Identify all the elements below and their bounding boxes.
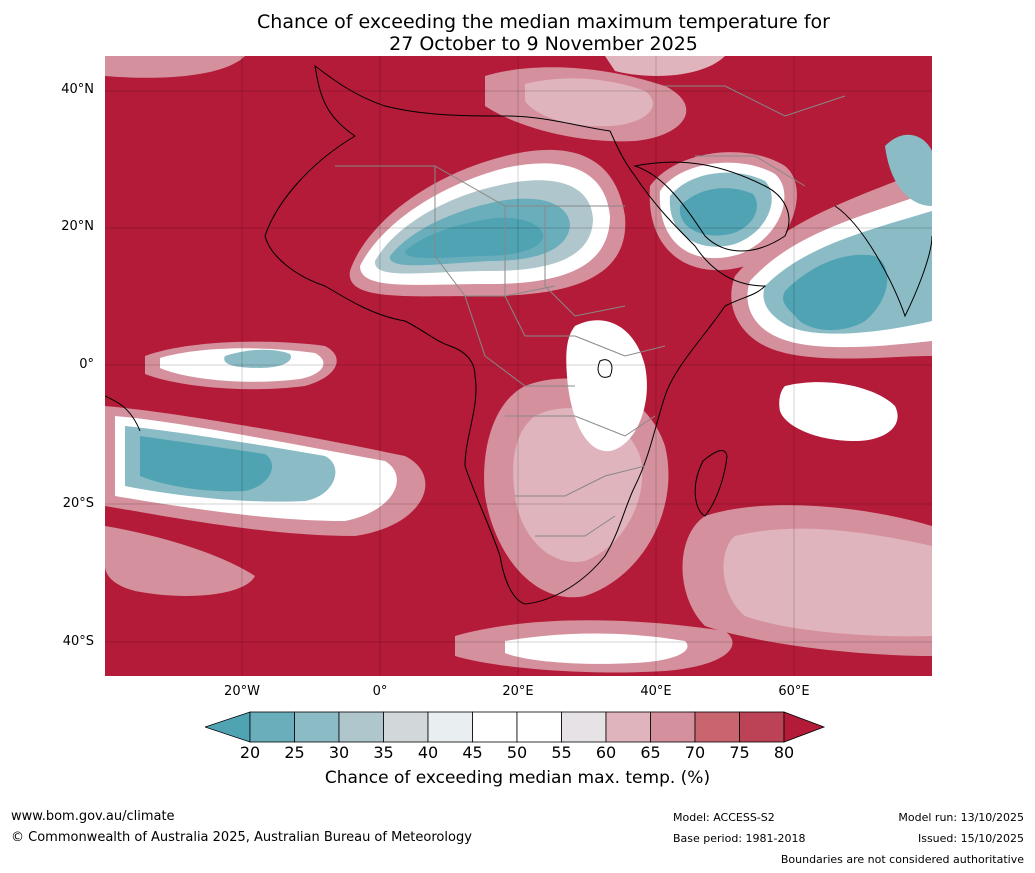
website-link[interactable]: www.bom.gov.au/climate bbox=[11, 809, 175, 824]
issued-date: Issued: 15/10/2025 bbox=[917, 832, 1024, 845]
map-title-line1: Chance of exceeding the median maximum t… bbox=[257, 11, 830, 33]
lon-label-60e: 60°E bbox=[778, 684, 810, 699]
colorbar-arrow-low bbox=[205, 711, 251, 743]
colorbar-tick-label: 40 bbox=[417, 743, 439, 762]
probability-map bbox=[105, 56, 932, 676]
colorbar-cell bbox=[427, 711, 473, 743]
colorbar-tick-label: 70 bbox=[684, 743, 706, 762]
lat-label-40s: 40°S bbox=[62, 634, 94, 649]
lon-label-40e: 40°E bbox=[640, 684, 672, 699]
arabia-coast bbox=[633, 161, 790, 252]
colorbar-cell bbox=[694, 711, 740, 743]
colorbar-tick-label: 35 bbox=[373, 743, 394, 762]
madagascar-coast bbox=[694, 450, 728, 517]
lat-label-40n: 40°N bbox=[61, 82, 94, 97]
colorbar-cell bbox=[338, 711, 384, 743]
colorbar-cell bbox=[605, 711, 651, 743]
lon-label-20e: 20°E bbox=[502, 684, 534, 699]
colorbar-cell bbox=[561, 711, 607, 743]
colorbar-cell bbox=[472, 711, 518, 743]
arabia-region bbox=[649, 152, 797, 271]
colorbar-cell bbox=[739, 711, 785, 743]
south-america-coast bbox=[105, 395, 141, 432]
colorbar-tick-label: 25 bbox=[284, 743, 305, 762]
colorbar-tick-label: 80 bbox=[773, 743, 795, 762]
lon-label-20w: 20°W bbox=[224, 684, 260, 699]
south-atlantic-region bbox=[105, 406, 426, 536]
colorbar-tick-label: 65 bbox=[640, 743, 661, 762]
country-borders bbox=[335, 85, 846, 537]
colorbar-cell bbox=[294, 711, 340, 743]
colorbar-tick-label: 60 bbox=[595, 743, 617, 762]
arabian-sea-region bbox=[731, 134, 932, 359]
graticule bbox=[105, 56, 932, 676]
model-name: Model: ACCESS-S2 bbox=[673, 811, 775, 824]
colorbar-tick-label: 30 bbox=[328, 743, 350, 762]
colorbar-cell bbox=[516, 711, 562, 743]
southern-africa-region bbox=[105, 320, 932, 673]
mediterranean-region bbox=[105, 56, 725, 142]
lon-label-0: 0° bbox=[372, 684, 388, 699]
lat-label-20n: 20°N bbox=[61, 219, 94, 234]
colorbar-cell bbox=[249, 711, 295, 743]
india-coast bbox=[834, 205, 932, 318]
model-run-date: Model run: 13/10/2025 bbox=[898, 811, 1024, 824]
boundary-disclaimer: Boundaries are not considered authoritat… bbox=[780, 853, 1024, 866]
colorbar-cell bbox=[650, 711, 696, 743]
colorbar-tick-label: 50 bbox=[506, 743, 528, 762]
colorbar bbox=[205, 711, 826, 743]
colorbar-title: Chance of exceeding median max. temp. (%… bbox=[324, 768, 711, 788]
copyright-text: © Commonwealth of Australia 2025, Austra… bbox=[11, 830, 472, 845]
equatorial-atlantic-region bbox=[145, 341, 337, 390]
colorbar-tick-label: 20 bbox=[239, 743, 261, 762]
lat-label-20s: 20°S bbox=[62, 496, 94, 511]
lat-label-0: 0° bbox=[79, 357, 94, 372]
map-title-line2: 27 October to 9 November 2025 bbox=[389, 33, 698, 55]
colorbar-cell bbox=[383, 711, 429, 743]
colorbar-tick-label: 45 bbox=[462, 743, 483, 762]
lake-victoria bbox=[597, 359, 613, 378]
colorbar-arrow-high bbox=[783, 711, 826, 743]
colorbar-tick-label: 75 bbox=[729, 743, 750, 762]
colorbar-tick-label: 55 bbox=[551, 743, 572, 762]
base-period: Base period: 1981-2018 bbox=[673, 832, 806, 845]
sahara-region bbox=[349, 149, 626, 297]
coastlines bbox=[105, 64, 932, 605]
